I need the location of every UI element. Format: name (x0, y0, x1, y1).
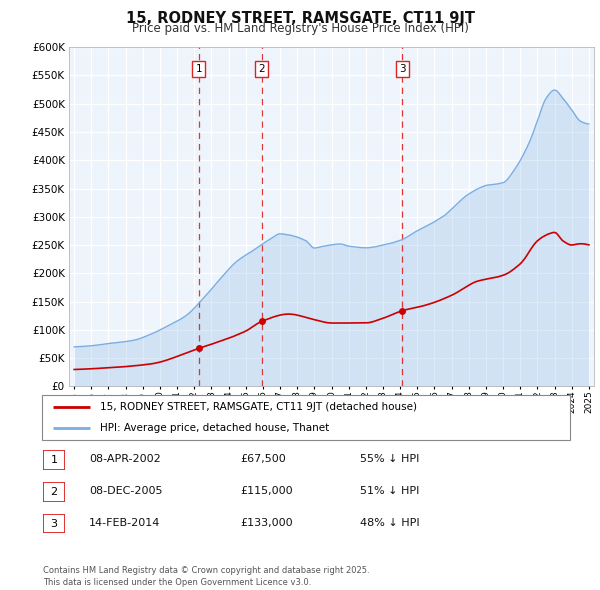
Text: £67,500: £67,500 (240, 454, 286, 464)
Text: 55% ↓ HPI: 55% ↓ HPI (360, 454, 419, 464)
Text: £115,000: £115,000 (240, 486, 293, 496)
Text: 2: 2 (259, 64, 265, 74)
Text: HPI: Average price, detached house, Thanet: HPI: Average price, detached house, Than… (100, 424, 329, 434)
Text: 1: 1 (196, 64, 202, 74)
Text: 51% ↓ HPI: 51% ↓ HPI (360, 486, 419, 496)
Text: £133,000: £133,000 (240, 518, 293, 527)
FancyBboxPatch shape (43, 482, 65, 502)
Text: Contains HM Land Registry data © Crown copyright and database right 2025.
This d: Contains HM Land Registry data © Crown c… (43, 566, 370, 587)
Text: 15, RODNEY STREET, RAMSGATE, CT11 9JT: 15, RODNEY STREET, RAMSGATE, CT11 9JT (125, 11, 475, 25)
Text: 1: 1 (50, 455, 58, 465)
Text: 3: 3 (399, 64, 406, 74)
Text: Price paid vs. HM Land Registry's House Price Index (HPI): Price paid vs. HM Land Registry's House … (131, 22, 469, 35)
FancyBboxPatch shape (42, 395, 570, 440)
FancyBboxPatch shape (43, 450, 65, 470)
Text: 48% ↓ HPI: 48% ↓ HPI (360, 518, 419, 527)
Text: 08-APR-2002: 08-APR-2002 (89, 454, 161, 464)
Text: 3: 3 (50, 519, 58, 529)
Text: 08-DEC-2005: 08-DEC-2005 (89, 486, 162, 496)
Text: 14-FEB-2014: 14-FEB-2014 (89, 518, 160, 527)
FancyBboxPatch shape (43, 514, 65, 533)
Text: 2: 2 (50, 487, 58, 497)
Text: 15, RODNEY STREET, RAMSGATE, CT11 9JT (detached house): 15, RODNEY STREET, RAMSGATE, CT11 9JT (d… (100, 402, 417, 412)
